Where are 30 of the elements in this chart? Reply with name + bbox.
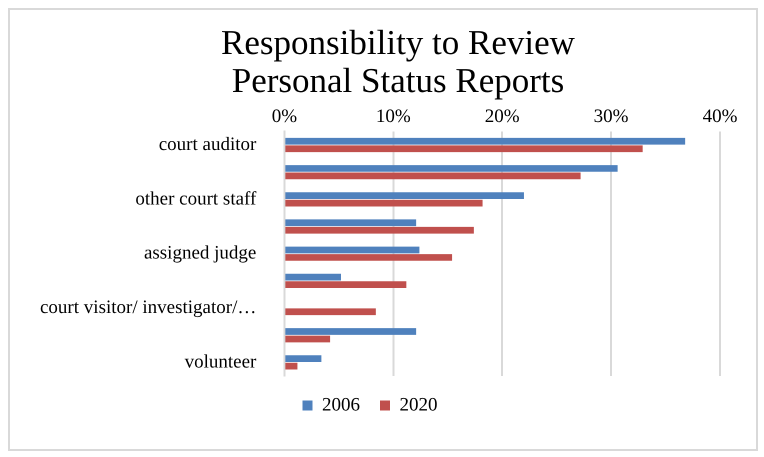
bar <box>285 362 298 370</box>
legend-label: 2020 <box>400 394 438 416</box>
bar <box>285 219 416 226</box>
bar <box>285 308 376 316</box>
bar <box>285 254 452 261</box>
bar <box>285 226 474 234</box>
x-tick-label: 10% <box>376 106 411 127</box>
bar <box>285 355 322 362</box>
bar <box>285 328 416 335</box>
y-tick-label: assigned judge <box>144 242 256 264</box>
bar <box>285 138 686 145</box>
y-tick-label: court auditor <box>158 134 258 155</box>
chart-title: Responsibility to Review Personal Status Reports <box>220 23 576 100</box>
y-tick-label: court visitor/ investigator/… <box>40 297 256 318</box>
bar <box>285 165 618 172</box>
x-tick-label: 0% <box>272 106 298 127</box>
bar <box>285 192 524 199</box>
y-tick-label: volunteer <box>184 351 258 372</box>
bar <box>285 281 406 288</box>
y-tick-label: other court staff <box>135 188 258 210</box>
bar <box>285 336 330 342</box>
bar <box>285 200 483 206</box>
x-tick-label: 40% <box>702 106 738 127</box>
x-tick-label: 30% <box>594 106 629 127</box>
bar <box>285 172 581 180</box>
bar <box>285 246 420 254</box>
bar <box>285 274 341 281</box>
x-tick-label: 20% <box>484 106 520 127</box>
bar <box>285 145 643 152</box>
legend-label: 2006 <box>322 394 360 416</box>
